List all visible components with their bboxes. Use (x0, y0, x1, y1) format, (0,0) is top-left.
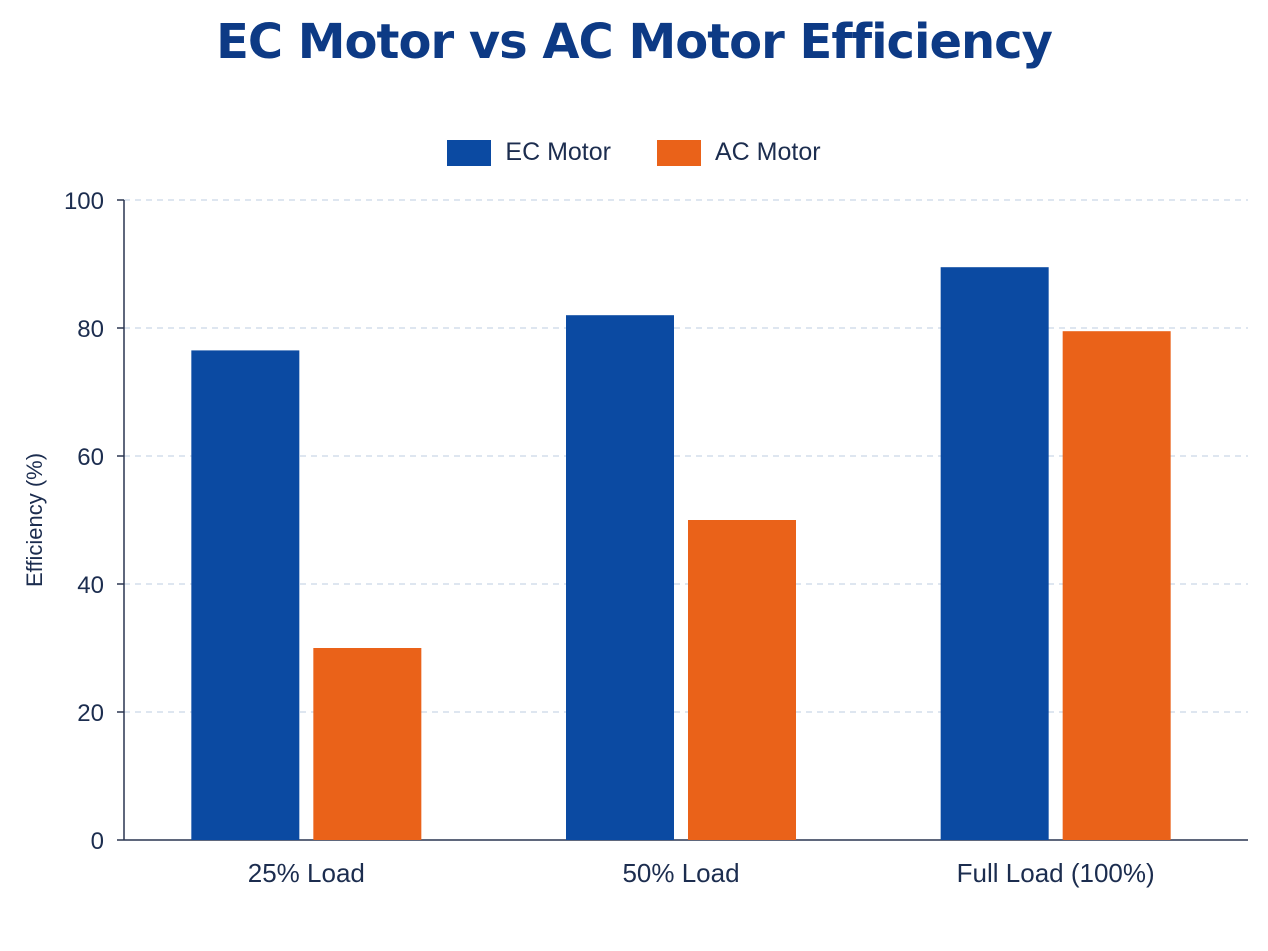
y-tick-label-0: 0 (91, 828, 104, 855)
y-tick-label-40: 40 (77, 572, 104, 599)
bar-ec-motor-3 (940, 267, 1049, 840)
y-tick-label-20: 20 (77, 700, 104, 727)
y-tick-label-100: 100 (64, 188, 104, 215)
legend-swatch-ec-motor (447, 139, 492, 166)
bar-ec-motor-1 (191, 350, 300, 840)
legend-label-ec-motor: EC Motor (505, 138, 611, 166)
legend-item-ec-motor: EC Motor (447, 138, 611, 167)
bar-ac-motor-2 (688, 520, 796, 840)
bar-ac-motor-1 (313, 648, 422, 840)
chart-title: EC Motor vs AC Motor Efficiency (216, 14, 1053, 70)
y-tick-label-60: 60 (77, 444, 104, 471)
y-axis-title: Efficiency (%) (22, 453, 47, 587)
legend-swatch-ac-motor (657, 139, 701, 166)
legend-label-ac-motor: AC Motor (715, 138, 821, 166)
bar-ec-motor-2 (566, 315, 674, 840)
legend-item-ac-motor: AC Motor (657, 138, 821, 167)
bar-ac-motor-3 (1062, 331, 1171, 840)
x-tick-label-2: 50% Load (622, 858, 739, 888)
x-tick-label-3: Full Load (100%) (957, 858, 1155, 888)
x-tick-label-1: 25% Load (248, 858, 365, 888)
y-tick-label-80: 80 (77, 316, 104, 343)
legend: EC Motor AC Motor (0, 138, 1268, 167)
